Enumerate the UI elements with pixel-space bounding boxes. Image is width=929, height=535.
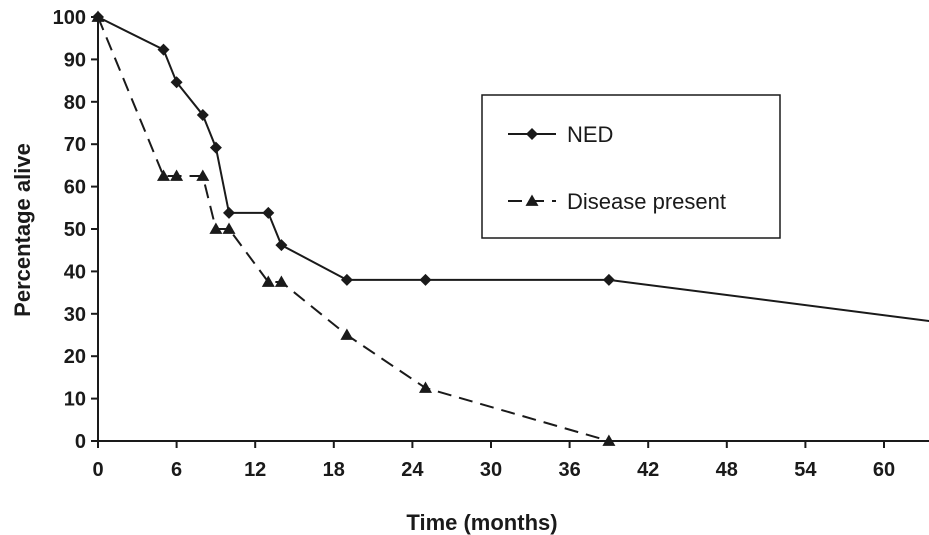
disease-present-legend-marker bbox=[525, 194, 539, 206]
disease-present-data-point bbox=[261, 275, 275, 287]
disease-present-data-point bbox=[222, 222, 236, 234]
disease-present-data-point bbox=[209, 222, 223, 234]
x-tick-label: 6 bbox=[171, 459, 182, 481]
ned-data-point bbox=[262, 206, 275, 219]
ned-data-point bbox=[419, 273, 432, 286]
y-tick-label: 40 bbox=[64, 261, 86, 283]
y-tick-label: 100 bbox=[53, 7, 86, 29]
x-tick-label: 60 bbox=[873, 459, 895, 481]
y-tick-label: 10 bbox=[64, 389, 86, 411]
x-tick-label: 18 bbox=[323, 459, 345, 481]
x-tick-label: 36 bbox=[558, 459, 580, 481]
series-layer bbox=[91, 10, 929, 446]
y-tick-label: 50 bbox=[64, 219, 86, 241]
y-tick-label: 70 bbox=[64, 134, 86, 156]
disease-present-data-point bbox=[91, 10, 105, 22]
disease-present-legend-label: Disease present bbox=[567, 189, 726, 214]
y-tick-label: 90 bbox=[64, 49, 86, 71]
x-tick-label: 54 bbox=[794, 459, 817, 481]
y-axis-title: Percentage alive bbox=[10, 143, 35, 317]
ned-data-point bbox=[170, 76, 183, 89]
legend-items: NED Disease present bbox=[508, 122, 726, 214]
ned-data-point bbox=[209, 141, 222, 154]
x-tick-label: 42 bbox=[637, 459, 659, 481]
x-tick-label: 12 bbox=[244, 459, 266, 481]
ned-data-point bbox=[223, 206, 235, 219]
disease-present-data-point bbox=[340, 328, 354, 340]
disease-present-data-point bbox=[196, 169, 210, 181]
x-tick-label: 30 bbox=[480, 459, 502, 481]
y-tick-label: 30 bbox=[64, 304, 86, 326]
ned-data-point bbox=[196, 108, 209, 121]
ned-series-line bbox=[97, 16, 929, 323]
legend: NED Disease present bbox=[481, 94, 781, 239]
disease-present-data-point bbox=[157, 169, 170, 181]
x-tick-label: 24 bbox=[401, 459, 424, 481]
x-tick-label: 0 bbox=[92, 459, 103, 481]
y-tick-label: 20 bbox=[64, 346, 86, 368]
y-tick-label: 80 bbox=[64, 92, 86, 114]
x-tick-label: 48 bbox=[716, 459, 738, 481]
axes: 0 10 20 30 40 50 60 70 80 90 100 0 6 12 18 24 30 36 42 48 54… bbox=[53, 7, 929, 481]
ned-data-point bbox=[340, 273, 353, 286]
y-tick-label: 60 bbox=[64, 177, 86, 199]
ned-legend-label: NED bbox=[567, 122, 613, 147]
ned-legend-marker bbox=[526, 128, 538, 140]
disease-present-data-point bbox=[419, 381, 432, 393]
ned-data-point bbox=[275, 239, 288, 252]
disease-present-data-point bbox=[602, 434, 616, 446]
y-tick-label: 0 bbox=[75, 431, 86, 453]
ned-data-point bbox=[602, 273, 615, 286]
disease-present-data-point bbox=[274, 275, 288, 287]
x-axis-title: Time (months) bbox=[406, 510, 557, 535]
legend-box bbox=[481, 94, 781, 239]
ned-data-point bbox=[157, 43, 170, 56]
disease-present-data-point bbox=[170, 169, 184, 181]
